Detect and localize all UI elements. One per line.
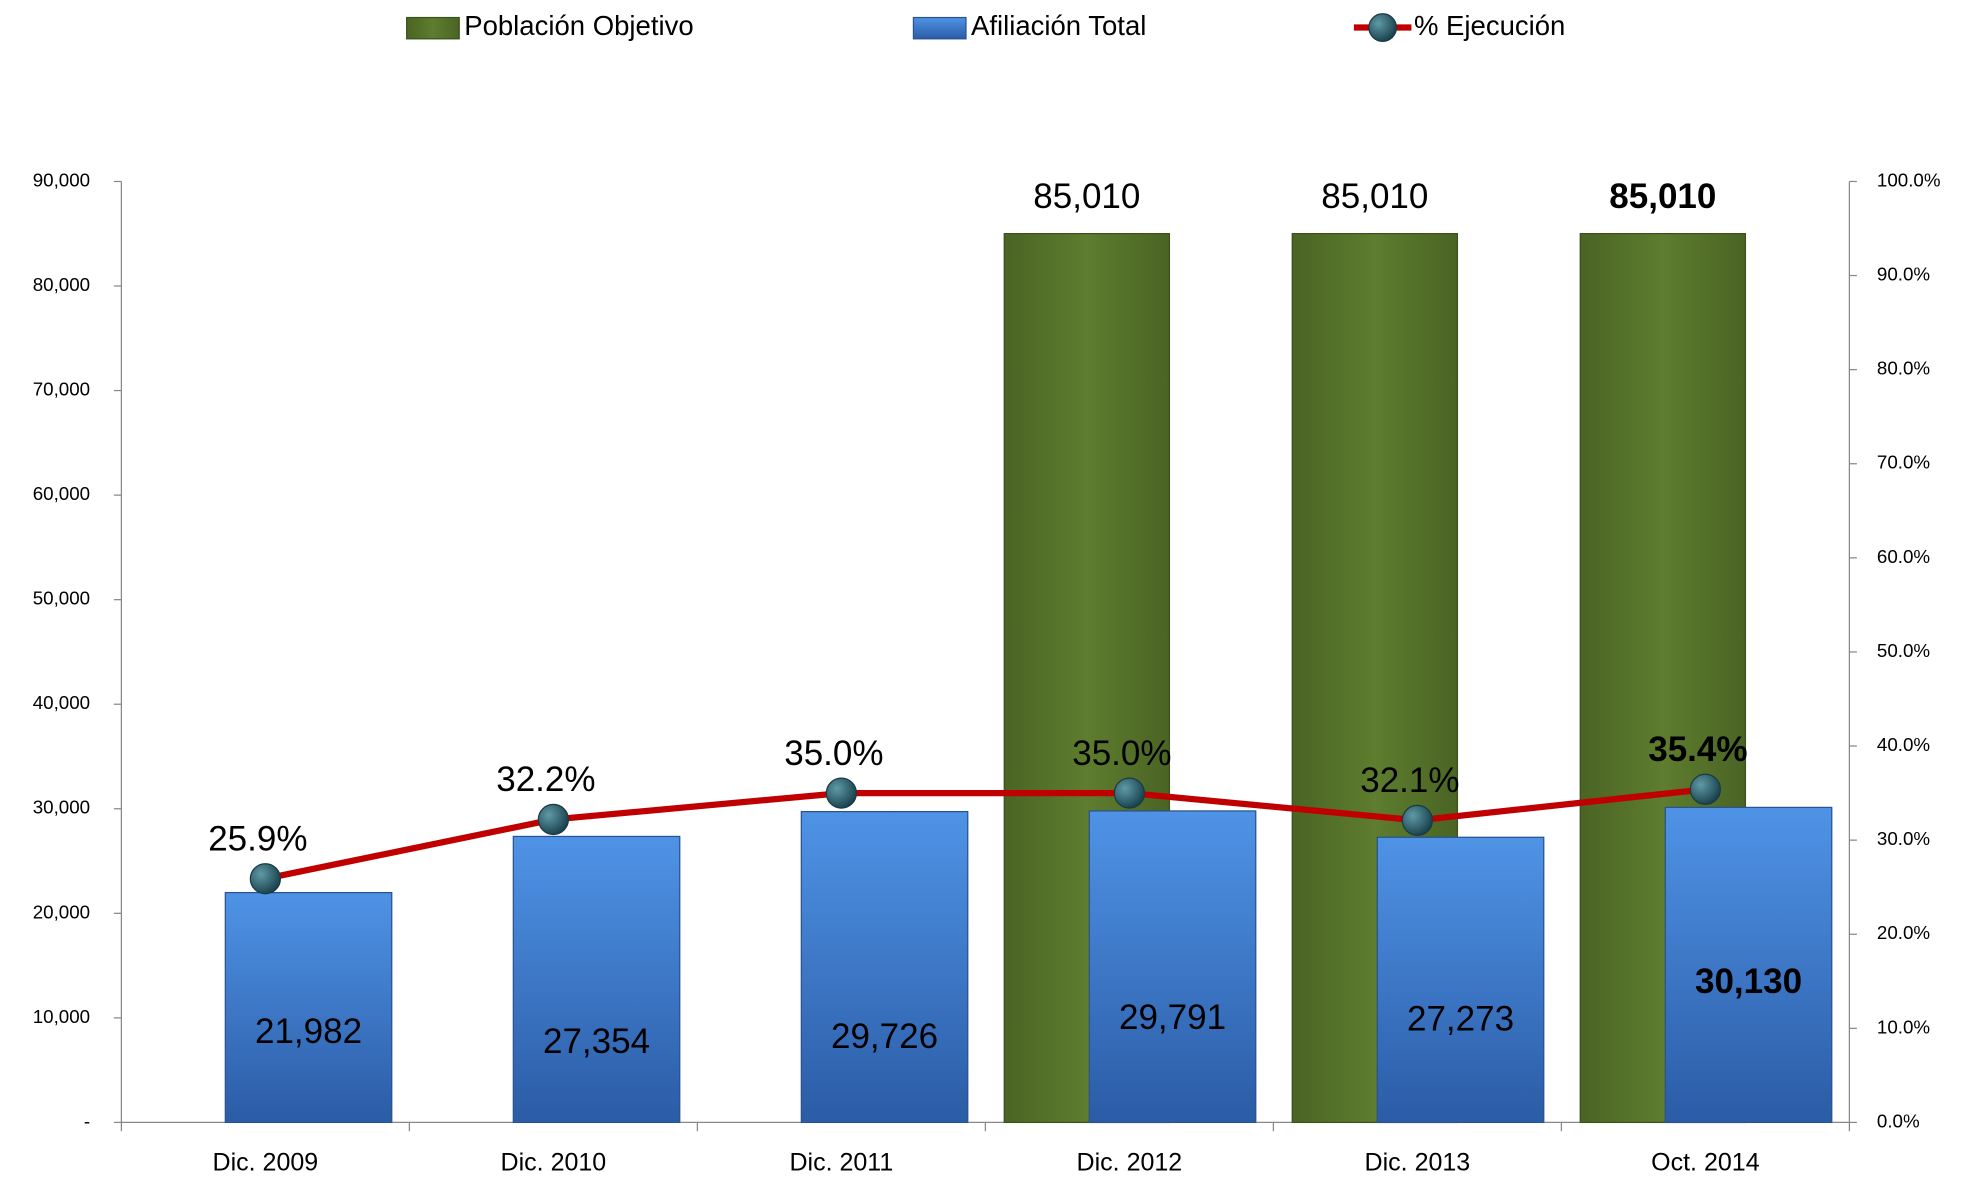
bar [1664,806,1833,1124]
y2-tick-label: 70.0% [1877,452,1930,473]
x-tick-label: Dic. 2011 [789,1148,893,1176]
y2-tick-label: 40.0% [1877,734,1930,755]
data-label: 85,010 [1033,177,1140,216]
y2-tick-label: 90.0% [1877,264,1930,285]
legend-swatch [912,16,967,40]
line [264,786,1706,882]
line-marker [1113,777,1146,809]
data-label: 30,130 [1695,962,1802,1001]
x-tick-label: Dic. 2012 [1077,1148,1183,1176]
y-tick-label: 30,000 [33,797,90,818]
data-label: 32.1% [1360,761,1459,800]
bar [800,811,969,1124]
legend-label: % Ejecución [1414,10,1565,41]
y-tick-label: 40,000 [33,692,90,713]
data-label: 35.0% [1072,734,1171,773]
legend-swatch [406,16,460,40]
y2-tick-label: 100.0% [1877,169,1941,190]
bar [1088,810,1257,1124]
x-tick-label: Dic. 2013 [1365,1148,1471,1176]
y-tick-label: - [84,1110,90,1131]
legend-swatch [1368,13,1398,42]
y-tick-label: 10,000 [33,1006,90,1027]
y-tick-label: 50,000 [33,588,90,609]
y2-tick-label: 80.0% [1877,358,1930,379]
y-tick-label: 80,000 [33,274,90,295]
data-label: 85,010 [1609,177,1716,216]
line-marker [1401,804,1434,837]
x-tick-label: Oct. 2014 [1651,1148,1760,1176]
legend-label: Población Objetivo [464,10,693,41]
data-label: 21,982 [255,1012,362,1051]
data-label: 32.2% [496,760,595,799]
y2-tick-label: 60.0% [1877,546,1930,567]
data-label: 27,273 [1407,999,1514,1038]
y2-tick-label: 10.0% [1877,1016,1930,1037]
y2-tick-label: 50.0% [1877,640,1930,661]
y2-tick-label: 20.0% [1877,922,1930,943]
legend-label: Afiliación Total [971,10,1146,41]
y2-tick-label: 30.0% [1877,828,1930,849]
bar [224,891,393,1124]
y-tick-label: 90,000 [33,169,90,190]
y2-tick-label: 0.0% [1877,1110,1920,1131]
data-label: 35.0% [784,734,883,773]
x-tick-label: Dic. 2010 [501,1148,607,1176]
y-tick-label: 20,000 [33,901,90,922]
line-marker [537,803,570,836]
data-label: 27,354 [543,1022,650,1061]
x-tick-label: Dic. 2009 [213,1148,319,1176]
y-tick-label: 60,000 [33,483,90,504]
data-label: 29,726 [831,1017,938,1056]
data-label: 29,791 [1119,998,1226,1037]
data-label: 35.4% [1648,730,1747,769]
bar [512,835,681,1124]
y-tick-label: 70,000 [33,379,90,400]
line-marker [825,777,858,809]
line-marker [249,863,282,895]
line-marker [1689,773,1722,805]
bar [1376,836,1545,1124]
data-label: 25.9% [208,819,307,858]
data-label: 85,010 [1321,177,1428,216]
